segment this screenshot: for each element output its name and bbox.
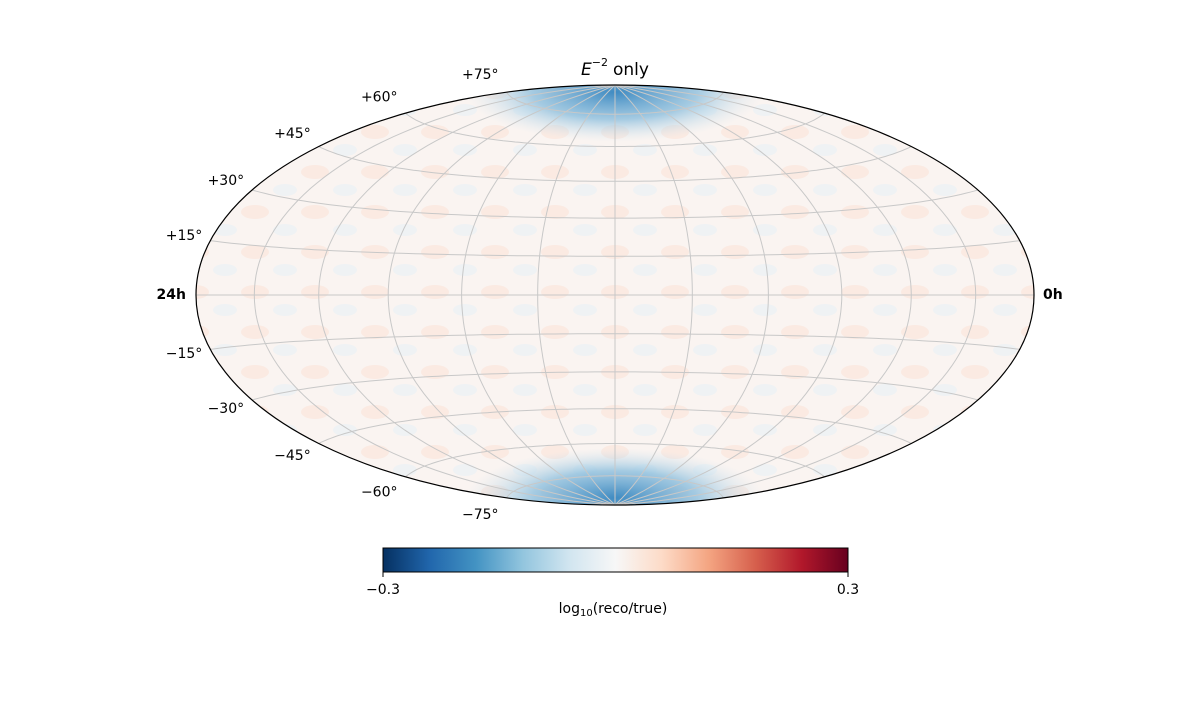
parallel [318,146,912,182]
parallel [506,475,724,499]
title-base: E [581,60,592,80]
parallel [506,91,724,115]
colorbar-label: log10(reco/true) [559,601,668,619]
lat-tick-label: −75° [462,507,499,523]
title-rest: only [613,60,649,80]
lat-tick-label: −15° [166,346,203,362]
lat-tick-label: +15° [166,228,203,244]
colorbar-tick-label: −0.3 [366,582,400,598]
lon-label: 24h [157,287,186,303]
parallel [405,112,825,147]
lat-tick-label: −60° [361,484,398,500]
sky-boundary [195,84,1035,506]
graticule [196,84,1034,506]
parallel [405,443,825,478]
parallel [210,333,1020,350]
lat-tick-label: −45° [274,448,311,464]
lat-tick-label: −30° [208,401,245,417]
colorbar-label-part: (reco/true) [593,601,668,617]
parallel [251,371,979,401]
colorbar [382,547,849,573]
lat-tick-label: +30° [208,173,245,189]
lat-tick-label: +60° [361,90,398,106]
lat-tick-label: +75° [462,67,499,83]
colorbar-label-part: log [559,601,580,617]
colorbar-label-sub: 10 [580,608,593,619]
lon-label: 0h [1043,287,1063,303]
title-sup: −2 [592,56,608,69]
parallel [318,408,912,444]
lat-tick-label: +45° [274,126,311,142]
parallel [251,189,979,219]
chart-title: E−2 only [581,56,649,80]
parallel [210,240,1020,257]
colorbar-tick-label: 0.3 [837,582,859,598]
